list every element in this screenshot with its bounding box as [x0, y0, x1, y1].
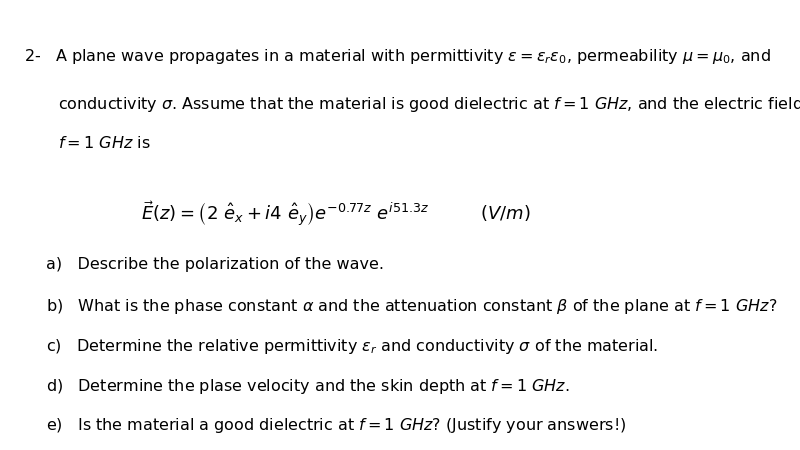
- Text: d)   Determine the plase velocity and the skin depth at $f = 1\ GHz$.: d) Determine the plase velocity and the …: [46, 377, 570, 396]
- Text: 2-   A plane wave propagates in a material with permittivity $\varepsilon = \var: 2- A plane wave propagates in a material…: [24, 47, 770, 66]
- Text: e)   Is the material a good dielectric at $f = 1\ GHz$? (Justify your answers!): e) Is the material a good dielectric at …: [46, 416, 626, 435]
- Text: b)   What is the phase constant $\alpha$ and the attenuation constant $\beta$ of: b) What is the phase constant $\alpha$ a…: [46, 297, 778, 316]
- Text: a)   Describe the polarization of the wave.: a) Describe the polarization of the wave…: [46, 256, 384, 271]
- Text: c)   Determine the relative permittivity $\varepsilon_r$ and conductivity $\sigm: c) Determine the relative permittivity $…: [46, 338, 658, 356]
- Text: $\vec{E}(z) = \left(2\ \hat{e}_x + i4\ \hat{e}_y\right)e^{-0.77z}\ e^{i51.3z}$$\: $\vec{E}(z) = \left(2\ \hat{e}_x + i4\ \…: [142, 200, 530, 230]
- Text: $f = 1\ GHz$ is: $f = 1\ GHz$ is: [58, 135, 150, 151]
- Text: conductivity $\sigma$. Assume that the material is good dielectric at $f = 1\ GH: conductivity $\sigma$. Assume that the m…: [58, 94, 800, 113]
